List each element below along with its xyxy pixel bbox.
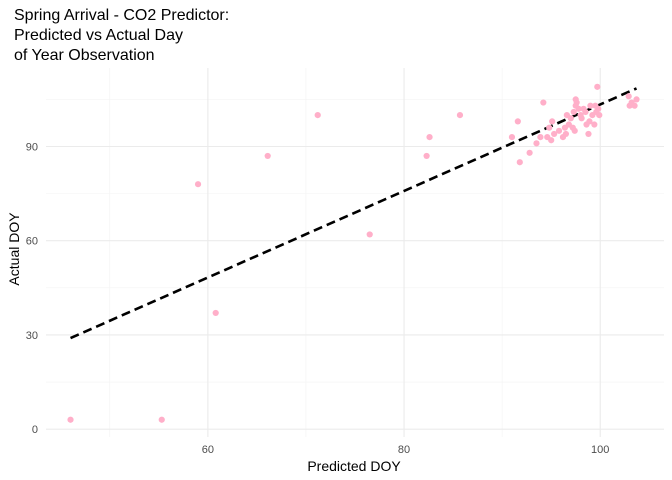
x-axis-title: Predicted DOY <box>307 458 401 474</box>
y-axis-title: Actual DOY <box>6 212 22 286</box>
data-point <box>567 115 574 122</box>
data-point <box>578 115 585 122</box>
chart-title-line-1: Spring Arrival - CO2 Predictor: <box>14 7 229 24</box>
y-tick-label: 60 <box>26 236 38 248</box>
data-point <box>633 96 640 103</box>
data-point <box>194 181 202 188</box>
data-point <box>426 133 433 141</box>
data-point <box>264 152 271 160</box>
data-point <box>631 102 638 109</box>
x-tick-label: 100 <box>591 444 609 456</box>
data-point <box>555 127 563 134</box>
data-point <box>366 231 373 238</box>
data-points <box>67 83 640 423</box>
data-point <box>562 130 570 138</box>
data-point <box>423 152 430 160</box>
x-tick-label: 80 <box>398 444 410 456</box>
data-point <box>546 124 553 131</box>
x-axis-ticks: 60 80 100 <box>202 444 610 456</box>
data-point <box>533 140 540 147</box>
data-point <box>456 112 464 119</box>
fit-line-layer <box>69 87 638 340</box>
data-point <box>586 118 593 125</box>
y-tick-label: 90 <box>26 142 38 154</box>
data-point <box>595 105 602 112</box>
data-point <box>625 93 632 100</box>
data-point <box>67 416 74 423</box>
data-point <box>582 108 589 116</box>
data-point <box>540 99 547 106</box>
y-tick-label: 0 <box>32 424 38 436</box>
chart-title-line-3: of Year Observation <box>14 47 155 64</box>
chart-title-line-2: Predicted vs Actual Day <box>14 27 183 44</box>
fit-line <box>69 87 638 340</box>
data-point <box>596 112 603 119</box>
data-point <box>158 416 165 423</box>
data-point <box>570 108 577 116</box>
data-point <box>585 130 592 138</box>
y-tick-label: 30 <box>26 330 38 342</box>
data-point <box>526 149 533 156</box>
data-point <box>508 133 516 141</box>
data-point <box>212 309 219 317</box>
data-point <box>549 118 556 125</box>
data-point <box>548 137 555 144</box>
data-point <box>516 159 523 166</box>
data-point <box>537 133 544 141</box>
data-point <box>551 130 558 138</box>
data-point <box>575 105 582 112</box>
data-point <box>587 102 594 109</box>
data-point <box>571 127 578 134</box>
x-tick-label: 60 <box>202 444 214 456</box>
data-point <box>514 118 521 125</box>
data-point <box>573 99 580 106</box>
data-point <box>314 112 321 119</box>
grid <box>46 68 664 437</box>
data-point <box>594 83 601 90</box>
data-point <box>591 121 598 128</box>
y-axis-ticks: 0 30 60 90 <box>26 142 38 437</box>
